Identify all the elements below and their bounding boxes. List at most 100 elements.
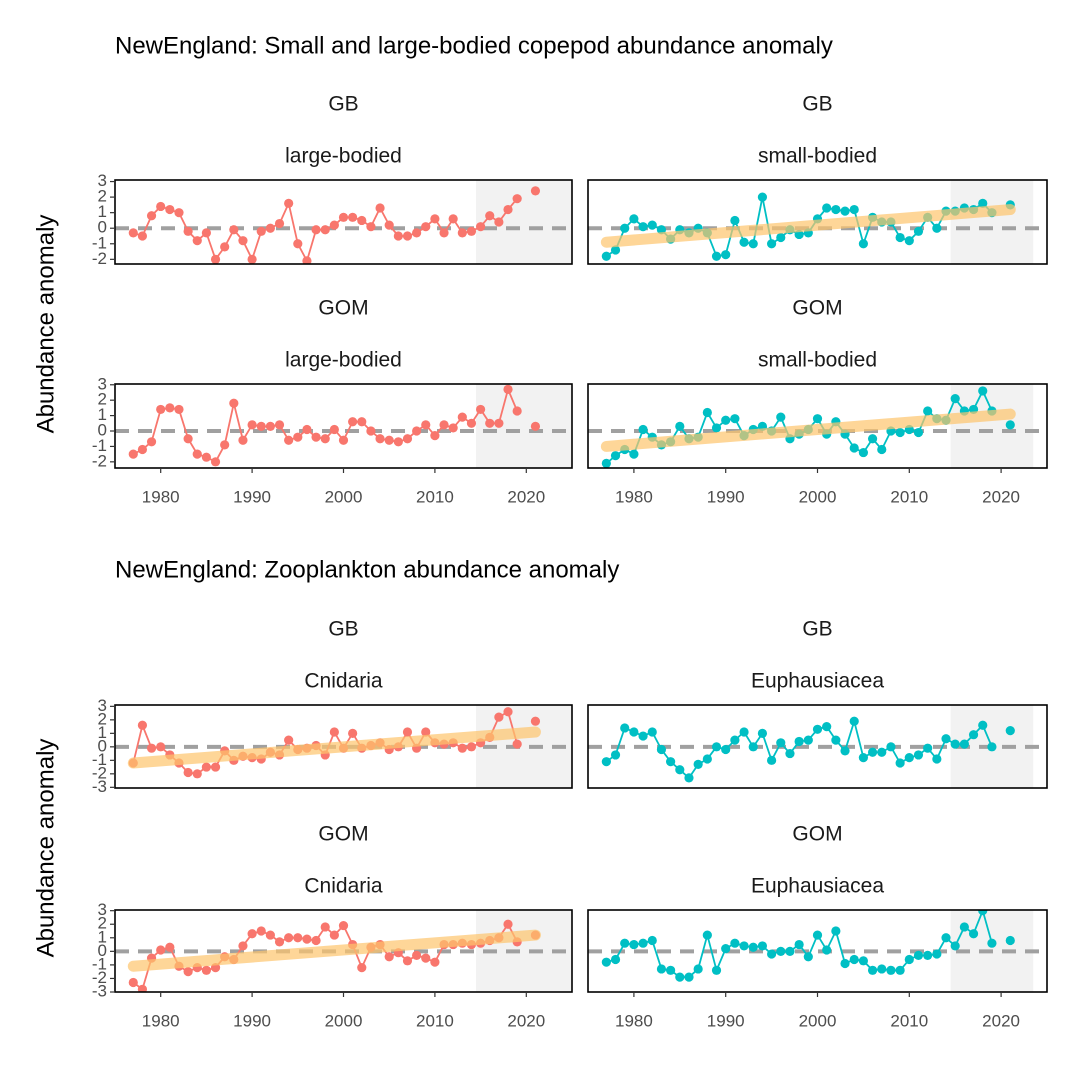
- y-tick-label: 0: [98, 420, 107, 439]
- point: [923, 406, 933, 416]
- x-tick-label: 2000: [799, 487, 837, 506]
- point: [156, 404, 166, 415]
- y-tick-label: 2: [98, 914, 107, 933]
- trend-line: [127, 726, 541, 769]
- point: [849, 716, 859, 726]
- point: [767, 755, 777, 765]
- point: [904, 954, 914, 965]
- point: [895, 965, 905, 975]
- point: [1005, 420, 1015, 430]
- point: [858, 239, 869, 249]
- point: [146, 743, 157, 753]
- strip-label: Euphausiacea: [751, 670, 884, 693]
- x-tick-label: 1980: [615, 1011, 653, 1030]
- point: [329, 727, 339, 737]
- point: [476, 222, 486, 232]
- point: [476, 404, 486, 415]
- point: [357, 215, 367, 226]
- strip-label: GOM: [318, 823, 368, 846]
- point: [137, 984, 148, 992]
- point: [247, 929, 257, 939]
- point: [877, 747, 887, 757]
- strip-label: GB: [328, 93, 358, 116]
- panel-border: [587, 704, 1048, 789]
- point: [192, 236, 202, 246]
- point: [601, 757, 611, 767]
- point: [886, 742, 896, 752]
- point: [238, 941, 248, 951]
- point: [877, 964, 887, 974]
- point: [485, 418, 495, 428]
- y-tick-label: 3: [98, 374, 107, 393]
- point: [684, 972, 694, 982]
- y-tick-label: -2: [92, 249, 107, 268]
- point: [730, 215, 740, 226]
- x-tick-label: 2020: [982, 487, 1020, 506]
- point: [638, 731, 648, 741]
- point: [822, 945, 832, 955]
- point: [647, 935, 657, 946]
- point: [739, 727, 749, 737]
- point: [384, 952, 394, 962]
- y-axis-label: Abundance anomaly: [32, 739, 59, 958]
- y-tick-label: 2: [98, 390, 107, 409]
- x-tick-label: 1990: [707, 487, 745, 506]
- point: [610, 954, 621, 965]
- x-tick-label: 1990: [233, 1011, 271, 1030]
- point: [348, 212, 358, 222]
- point: [950, 739, 960, 749]
- point: [201, 965, 211, 975]
- point: [512, 406, 522, 416]
- point: [357, 417, 367, 427]
- point: [329, 930, 339, 940]
- point: [1005, 935, 1015, 946]
- point: [201, 228, 211, 238]
- point: [439, 228, 449, 238]
- highlight-region: [950, 384, 1034, 468]
- point: [647, 220, 657, 230]
- point: [601, 957, 611, 967]
- point: [620, 938, 630, 948]
- point: [950, 941, 960, 951]
- point: [256, 926, 266, 936]
- point: [601, 251, 611, 261]
- point: [512, 739, 522, 749]
- point: [348, 417, 358, 427]
- point: [229, 398, 239, 408]
- point: [146, 211, 157, 221]
- point: [384, 435, 394, 445]
- point: [610, 750, 621, 760]
- point: [448, 423, 458, 433]
- point: [247, 420, 257, 430]
- strip-label: small-bodied: [758, 349, 877, 372]
- strip-label: GB: [802, 93, 832, 116]
- point: [739, 237, 749, 247]
- point: [867, 965, 878, 975]
- y-tick-label: 2: [98, 709, 107, 728]
- point: [284, 198, 294, 208]
- point: [721, 415, 731, 425]
- point: [210, 254, 221, 264]
- point: [812, 414, 823, 424]
- point: [831, 735, 841, 745]
- highlight-region: [476, 180, 572, 264]
- point: [402, 727, 413, 737]
- point: [858, 956, 869, 966]
- point: [503, 204, 513, 215]
- point: [932, 949, 942, 959]
- point: [739, 941, 749, 951]
- point: [702, 930, 712, 940]
- point: [137, 444, 148, 455]
- point: [895, 232, 905, 243]
- point: [430, 431, 440, 441]
- point: [375, 203, 385, 213]
- figure-title: NewEngland: Zooplankton abundance anomal…: [115, 556, 619, 583]
- trend-line: [600, 204, 1016, 248]
- point: [329, 220, 339, 230]
- point: [457, 228, 467, 238]
- point: [302, 934, 312, 944]
- point: [730, 938, 740, 948]
- point: [904, 236, 914, 246]
- point: [858, 753, 869, 763]
